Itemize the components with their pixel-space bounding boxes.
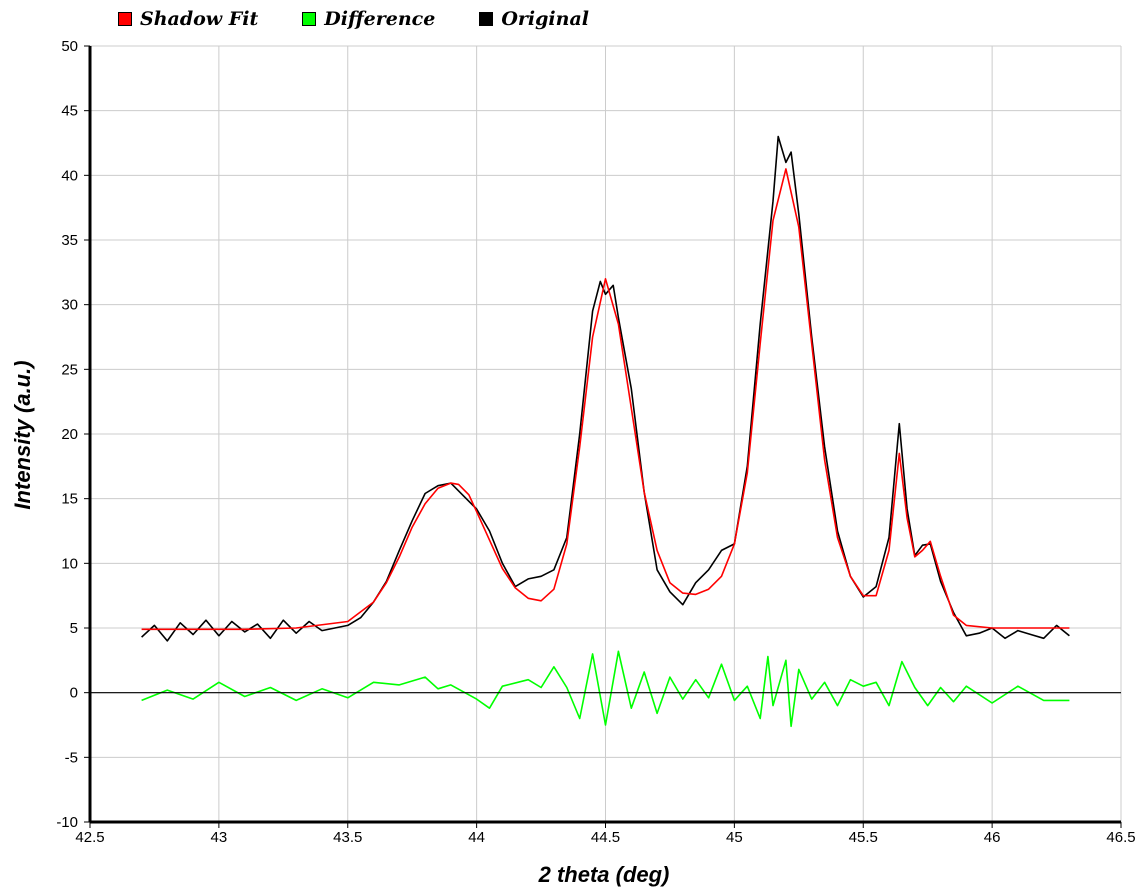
legend-label-difference: Difference xyxy=(324,8,436,30)
original-swatch xyxy=(479,12,494,26)
shadow-fit-swatch xyxy=(118,12,132,26)
y-tick-label: 30 xyxy=(61,297,78,314)
y-tick-label: 35 xyxy=(61,232,78,249)
y-tick-labels: -10 -5 0 5 10 15 20 25 30 35 40 45 50 xyxy=(56,38,78,831)
y-tick-label: -5 xyxy=(65,749,78,766)
y-tick-label: 5 xyxy=(70,620,78,637)
x-tick-label: 46 xyxy=(984,829,1001,846)
y-tick-label: 20 xyxy=(61,426,78,443)
legend-label-shadow-fit: Shadow Fit xyxy=(140,8,259,30)
legend-item-difference: Difference xyxy=(302,8,435,30)
x-tick-labels: 42.5 43 43.5 44 44.5 45 45.5 46 46.5 xyxy=(75,829,1135,846)
chart-legend: Shadow Fit Difference Original xyxy=(118,8,589,30)
x-tick-label: 44 xyxy=(468,829,485,846)
grid-lines xyxy=(90,45,1122,822)
x-tick-label: 46.5 xyxy=(1106,829,1135,846)
y-tick-label: 15 xyxy=(61,491,78,508)
y-tick-label: 50 xyxy=(61,38,78,55)
data-series xyxy=(141,135,1070,728)
legend-item-original: Original xyxy=(479,8,589,30)
axes xyxy=(84,45,1122,828)
y-tick-label: 10 xyxy=(61,555,78,572)
y-tick-label: 25 xyxy=(61,361,78,378)
legend-item-shadow-fit: Shadow Fit xyxy=(118,8,258,30)
y-tick-label: -10 xyxy=(56,814,78,831)
difference-series-line xyxy=(141,650,1070,728)
x-tick-label: 43.5 xyxy=(333,829,362,846)
x-tick-label: 42.5 xyxy=(75,829,104,846)
x-tick-label: 43 xyxy=(211,829,228,846)
y-tick-label: 45 xyxy=(61,103,78,120)
x-tick-label: 44.5 xyxy=(591,829,620,846)
y-tick-label: 0 xyxy=(70,685,78,702)
x-tick-label: 45 xyxy=(726,829,743,846)
difference-swatch xyxy=(302,12,317,26)
shadow-fit-series-line xyxy=(141,168,1070,631)
y-axis-title: Intensity (a.u.) xyxy=(10,360,35,509)
x-tick-label: 45.5 xyxy=(849,829,878,846)
legend-label-original: Original xyxy=(501,8,589,30)
y-tick-label: 40 xyxy=(61,167,78,184)
x-axis-title: 2 theta (deg) xyxy=(538,862,670,887)
